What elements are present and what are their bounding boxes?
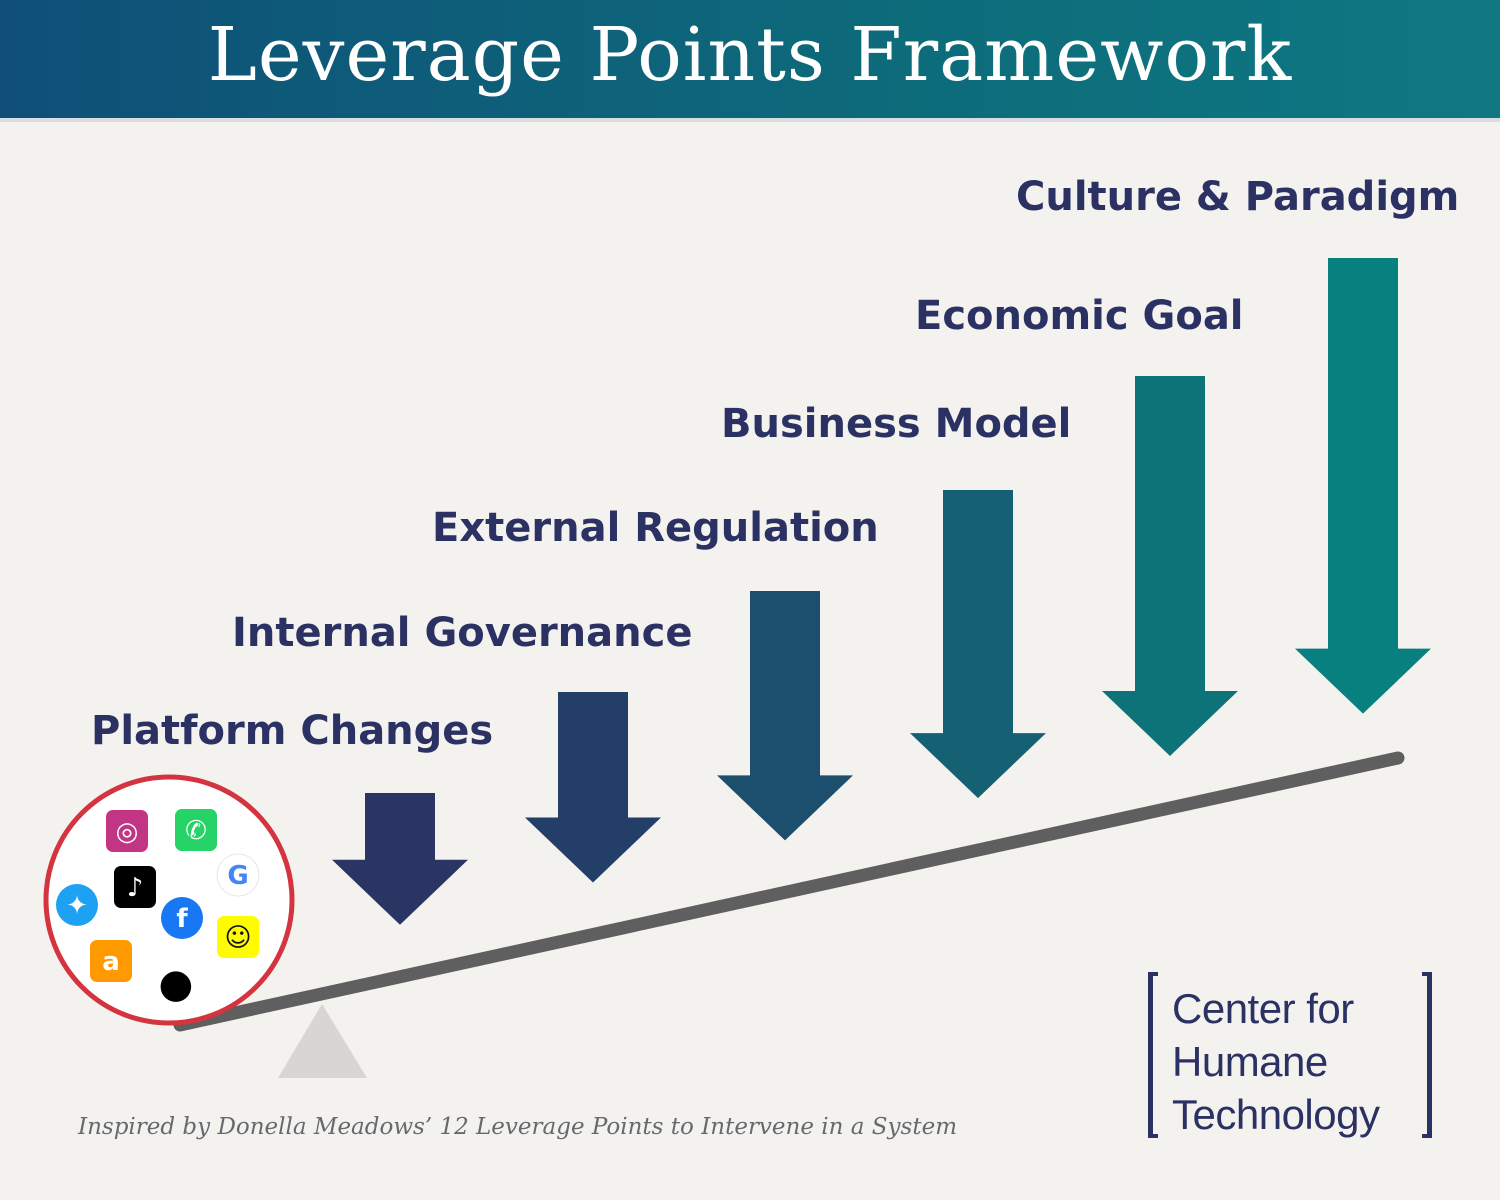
label-business-model: Business Model	[721, 401, 1072, 447]
instagram-icon: ◎	[106, 810, 148, 852]
label-internal-governance: Internal Governance	[232, 610, 693, 656]
label-external-regulation: External Regulation	[432, 505, 879, 551]
logo-line-1: Center for	[1172, 985, 1354, 1032]
logo-line-2: Humane	[1172, 1038, 1328, 1085]
label-economic-goal: Economic Goal	[915, 293, 1244, 339]
svg-text:◎: ◎	[116, 817, 139, 847]
logo-bracket-right	[1422, 972, 1432, 1138]
amazon-icon: a	[90, 940, 132, 982]
svg-text:☺: ☺	[224, 923, 251, 953]
snapchat-icon: ☺	[217, 916, 259, 958]
logo-line-3: Technology	[1172, 1091, 1380, 1138]
svg-text:a: a	[102, 947, 120, 977]
arrow-economic-goal	[1102, 376, 1238, 756]
attribution-footnote: Inspired by Donella Meadows’ 12 Leverage…	[78, 1114, 957, 1140]
svg-text:●: ●	[159, 961, 194, 1007]
arrow-culture-paradigm	[1295, 258, 1431, 714]
logo-bracket-left	[1148, 972, 1158, 1138]
header-banner: Leverage Points Framework	[0, 0, 1500, 118]
platform-icon-cluster: ◎ ✆ G ♪ ✦ f ☺ a ●	[56, 809, 260, 1007]
label-culture-paradigm: Culture & Paradigm	[1016, 174, 1460, 220]
leverage-arrows	[332, 258, 1431, 925]
page-title: Leverage Points Framework	[207, 12, 1293, 98]
logo-text: Center for Humane Technology	[1172, 982, 1380, 1141]
whatsapp-icon: ✆	[175, 809, 217, 851]
fulcrum-triangle	[278, 1004, 367, 1078]
tiktok-icon: ♪	[114, 866, 156, 908]
google-icon: G	[216, 853, 260, 897]
cht-logo: Center for Humane Technology	[1148, 972, 1432, 1142]
lever-beam	[173, 751, 1405, 1032]
apple-icon: ●	[159, 961, 194, 1007]
arrow-platform-changes	[332, 793, 468, 925]
svg-text:✦: ✦	[66, 891, 88, 921]
svg-text:✆: ✆	[185, 816, 207, 846]
arrow-external-regulation	[717, 591, 853, 841]
svg-text:♪: ♪	[127, 873, 144, 903]
svg-text:f: f	[176, 904, 188, 934]
facebook-icon: f	[161, 897, 203, 939]
twitter-icon: ✦	[56, 884, 98, 926]
arrow-internal-governance	[525, 692, 661, 883]
header-divider	[0, 118, 1500, 122]
platform-circle: ◎ ✆ G ♪ ✦ f ☺ a ●	[43, 774, 295, 1026]
label-platform-changes: Platform Changes	[91, 708, 494, 754]
svg-text:G: G	[227, 861, 248, 891]
arrow-business-model	[910, 490, 1046, 799]
